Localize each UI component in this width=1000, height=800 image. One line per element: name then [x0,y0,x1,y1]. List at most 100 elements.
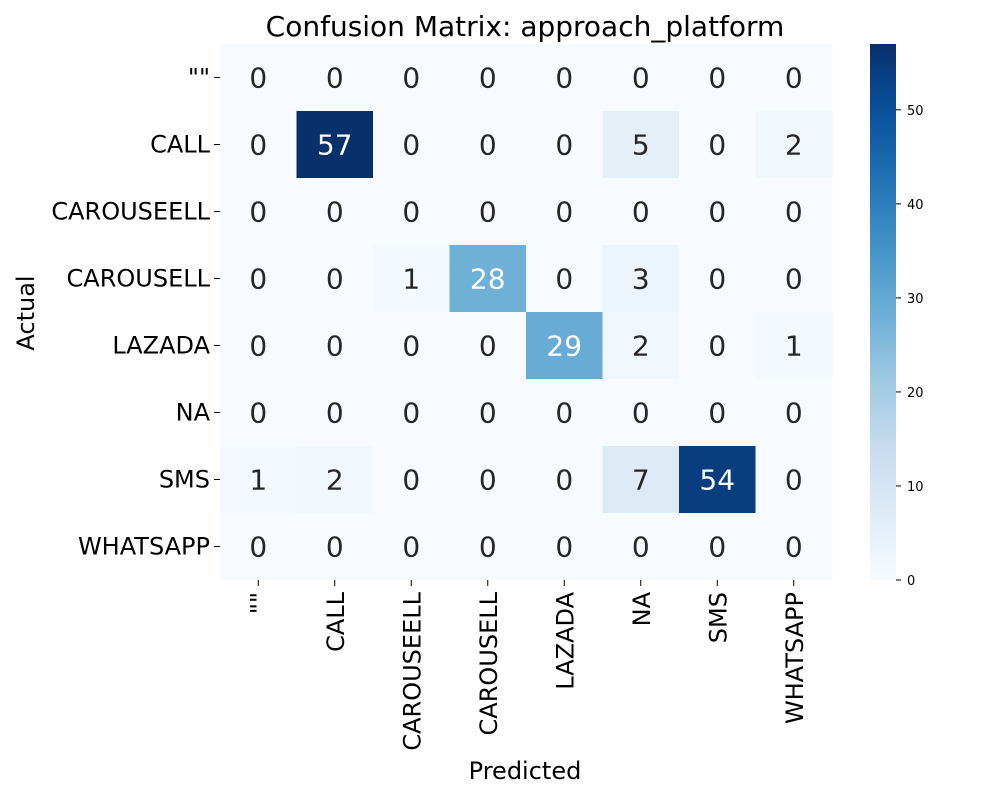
heatmap-cell [449,44,527,112]
cell-value-label: 0 [632,397,650,430]
cell-value-label: 0 [708,263,726,296]
cell-value-label: 0 [785,263,803,296]
cell-value-label: 1 [402,263,420,296]
cell-value-label: 0 [555,464,573,497]
heatmap-cell [373,245,450,313]
heatmap-cell [679,111,756,179]
heatmap-cell [296,245,374,313]
cell-value-label: 1 [785,330,803,363]
cell-value-label: 0 [708,62,726,95]
heatmap-cell [296,111,374,179]
heatmap-cell [449,178,527,246]
heatmap-cell [220,178,297,246]
heatmap-cell [296,379,374,447]
colorbar-tick-label: 40 [907,198,924,213]
x-tick-label: CALL [322,591,350,652]
cell-value-label: 0 [785,531,803,564]
heatmap-cell [755,44,833,112]
x-tick-labels: "" CALL CAROUSEELL CAROUSELL LAZADA NA SMS WHAT… [245,580,809,751]
cell-value-label: 0 [708,397,726,430]
x-tick-label: NA [628,591,656,626]
heatmap-cell [602,312,680,380]
heatmap-cell [755,446,833,514]
heatmap-cell [296,446,374,514]
cell-value-label: 7 [632,464,650,497]
heatmap-cell [679,446,756,514]
cell-value-label: 0 [479,397,497,430]
cell-value-label: 0 [326,196,344,229]
cell-value-label: 0 [708,531,726,564]
cell-value-label: 0 [479,129,497,162]
heatmap-cell [755,379,833,447]
cell-value-label: 0 [402,330,420,363]
x-tick-label: CAROUSEELL [398,591,426,750]
heatmap-cell [220,44,297,112]
heatmap-cell [296,178,374,246]
cell-value-label: 0 [708,330,726,363]
cell-value-label: 0 [402,464,420,497]
heatmap-cell [526,44,603,112]
heatmap-cell [449,513,527,581]
cell-value-label: 29 [546,330,582,363]
cell-value-label: 0 [708,196,726,229]
colorbar-tick-label: 20 [907,386,924,401]
heatmap-cell [526,178,603,246]
cell-value-label: 0 [555,531,573,564]
colorbar: 0 10 20 30 40 50 [870,44,924,589]
cell-value-label: 0 [326,397,344,430]
heatmap-cell [220,312,297,380]
cell-value-label: 0 [708,129,726,162]
heatmap-cell [755,178,833,246]
heatmap-cell [679,312,756,380]
cell-value-label: 0 [632,531,650,564]
cell-value-label: 0 [249,531,267,564]
heatmap-cell [526,111,603,179]
heatmap-cell [373,312,450,380]
cell-value-label: 0 [632,196,650,229]
x-tick-label: LAZADA [551,591,579,689]
heatmap-cell [296,44,374,112]
cell-value-label: 57 [317,129,353,162]
cell-value-label: 0 [479,464,497,497]
cell-value-label: 28 [470,263,506,296]
heatmap-cell [679,44,756,112]
heatmap-cell [373,513,450,581]
heatmap-cell [373,379,450,447]
y-tick-label: NA [176,399,211,427]
cell-value-label: 1 [249,464,267,497]
heatmap-cell [373,44,450,112]
heatmap-cell [449,111,527,179]
heatmap-cell [220,379,297,447]
y-axis-label: Actual [12,275,40,350]
heatmap-cell [602,379,680,447]
cell-value-label: 0 [479,330,497,363]
y-tick-label: CAROUSEELL [51,198,210,226]
cell-value-label: 0 [249,129,267,162]
heatmap-cell [755,312,833,380]
heatmap-cell [679,178,756,246]
cell-value-label: 54 [699,464,735,497]
heatmap-cell [526,379,603,447]
cell-value-label: 0 [479,196,497,229]
cell-value-label: 0 [402,129,420,162]
colorbar-tick-label: 30 [907,292,924,307]
cell-value-label: 0 [326,263,344,296]
cell-value-label: 0 [479,62,497,95]
y-tick-label: CALL [150,131,211,159]
heatmap-cell [220,513,297,581]
cell-value-label: 0 [555,62,573,95]
heatmap-cell [755,111,833,179]
heatmap-cell [602,245,680,313]
chart-title: Confusion Matrix: approach_platform [266,10,785,43]
cell-value-label: 2 [632,330,650,363]
cell-value-label: 0 [632,62,650,95]
cell-value-label: 0 [249,196,267,229]
cell-value-label: 0 [402,397,420,430]
heatmap-cell [449,379,527,447]
cell-value-label: 0 [785,62,803,95]
heatmap-cell [449,245,527,313]
cell-value-label: 0 [555,263,573,296]
cell-value-label: 0 [326,330,344,363]
x-tick-label: CAROUSELL [475,591,503,735]
